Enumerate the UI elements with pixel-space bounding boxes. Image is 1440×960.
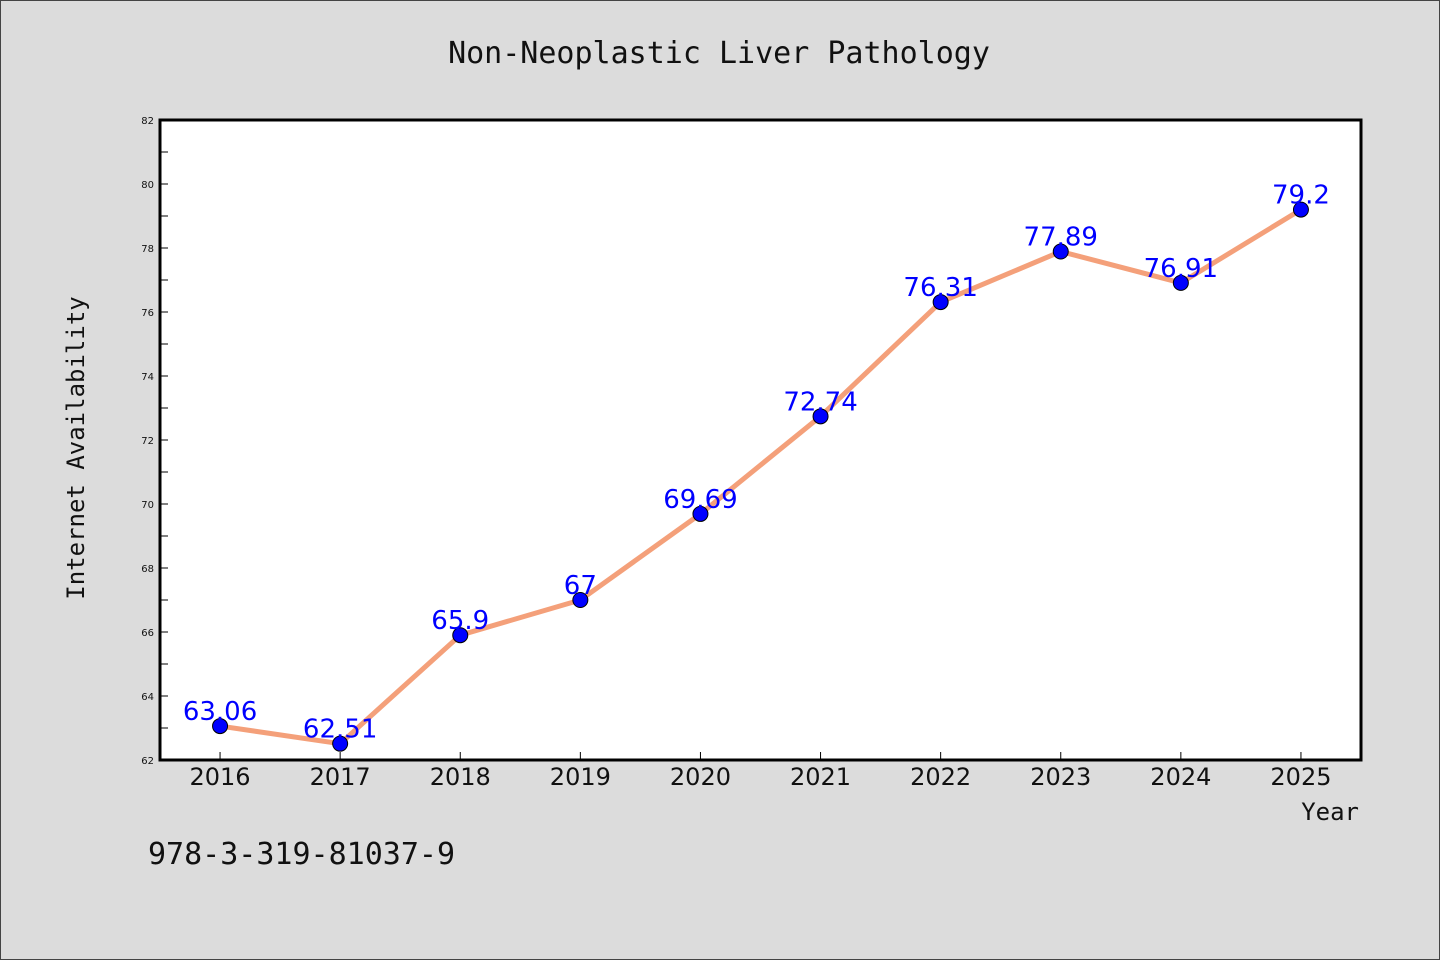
data-label: 77.89 [1024,223,1098,253]
data-point-marker [932,294,949,311]
data-point-marker [452,627,469,644]
series-line-group [212,201,1309,752]
series-line [217,207,1304,747]
x-tick-label: 2020 [670,763,731,791]
y-tick-label: 66 [141,628,154,639]
chart-title: Non-Neoplastic Liver Pathology [448,36,990,71]
y-tick-label: 68 [141,564,154,575]
data-point-marker [572,592,589,608]
data-point-marker [332,735,349,752]
data-label: 62.51 [303,715,377,745]
isbn-annotation: 978-3-319-81037-9 [148,837,455,872]
y-tick-label: 78 [141,244,154,255]
y-tick-label: 74 [141,372,154,383]
y-axis: 62 64 66 68 70 72 74 76 78 80 82 [141,116,168,767]
data-labels: 63.06 62.51 65.9 67 69.69 72.74 76.31 77.89 76.9… [183,181,1330,745]
data-point-marker [1052,243,1069,260]
x-tick-label: 2025 [1270,763,1331,791]
x-tick-label: 2021 [790,763,851,791]
plot-area [160,120,1361,760]
x-tick-label: 2016 [190,763,251,791]
x-tick-label: 2023 [1030,763,1091,791]
y-tick-label: 72 [141,436,154,447]
data-label: 65.9 [431,606,489,636]
y-tick-label: 64 [141,692,154,703]
y-tick-label: 62 [141,756,154,767]
y-tick-label: 82 [141,116,154,127]
x-tick-label: 2024 [1150,763,1211,791]
data-label: 72.74 [783,387,857,417]
data-label: 63.06 [183,697,257,727]
data-label: 76.91 [1144,254,1218,284]
data-label: 67 [564,571,597,601]
y-tick-label: 70 [141,500,154,511]
data-label: 69.69 [663,485,737,515]
y-tick-label: 76 [141,308,154,319]
y-axis-label: Internet Availability [62,296,90,599]
data-point-marker [1292,201,1309,218]
data-point-marker [212,718,229,735]
data-point-marker [812,408,829,425]
x-axis: 2016 2017 2018 2019 2020 2021 2022 2023 2024 2025 [190,752,1331,791]
x-axis-label: Year [1301,798,1359,826]
data-point-marker [1172,274,1189,291]
y-tick-label: 80 [141,180,154,191]
x-tick-label: 2022 [910,763,971,791]
data-point-marker [692,505,709,522]
x-tick-label: 2018 [430,763,491,791]
data-label: 76.31 [903,273,977,303]
plot-border [158,118,1363,762]
data-label: 79.2 [1272,181,1330,211]
x-tick-label: 2017 [310,763,371,791]
x-tick-label: 2019 [550,763,611,791]
